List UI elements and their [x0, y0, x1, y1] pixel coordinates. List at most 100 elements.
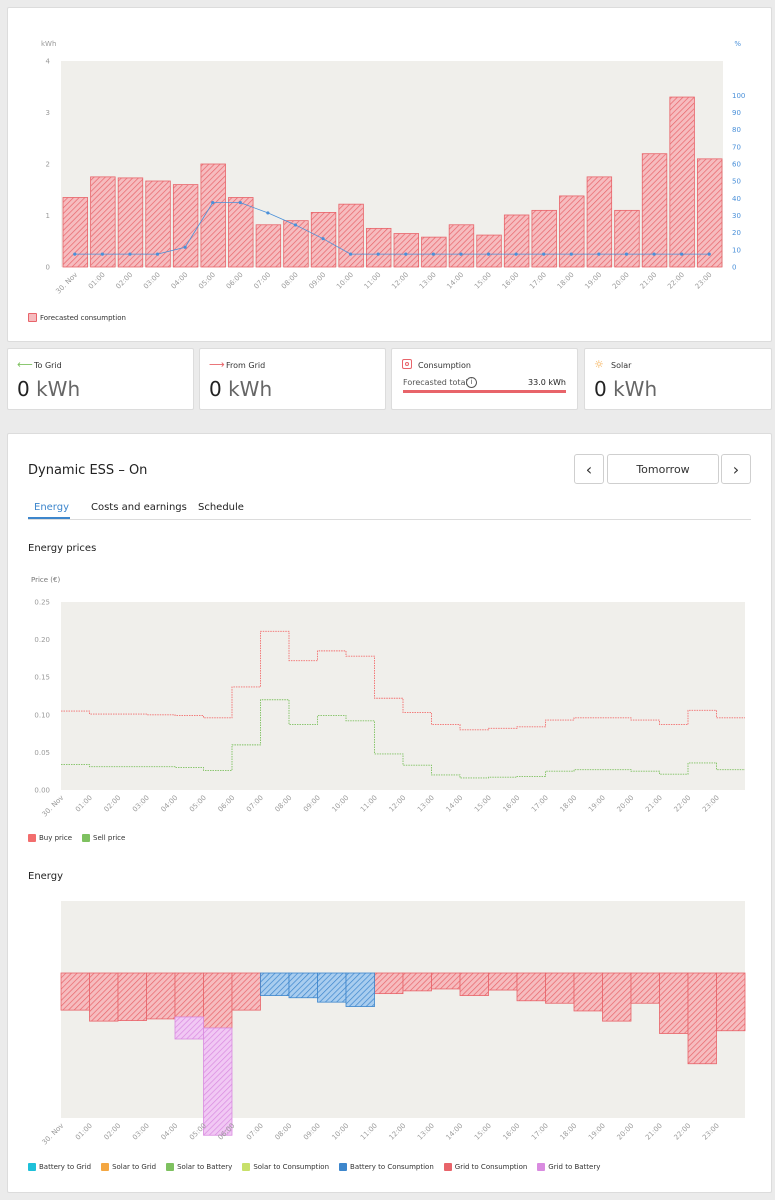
soc-point [486, 252, 491, 256]
grid-to-consumption-bar [459, 972, 489, 996]
soc-point [404, 252, 408, 256]
stat-value: 0 kWh [17, 377, 80, 401]
soc-point [514, 252, 518, 256]
grid-to-consumption-bar [659, 972, 689, 1034]
info-icon[interactable]: i [466, 377, 477, 388]
next-day-button[interactable]: › [721, 454, 751, 484]
legend-grid-to-battery[interactable]: Grid to Battery [537, 1163, 600, 1171]
soc-point [624, 252, 629, 256]
legend-swatch [339, 1163, 348, 1171]
price-tick-label: 0.05 [34, 749, 50, 757]
legend-grid-to-consumption[interactable]: Grid to Consumption [443, 1163, 527, 1171]
tab-label: Energy [34, 502, 70, 513]
legend-battery-to-consumption[interactable]: Battery to Consumption [339, 1163, 434, 1171]
x-tick-label: 13:00 [416, 1122, 436, 1142]
soc-point [293, 223, 298, 227]
legend-forecasted-consumption[interactable]: Forecasted consumption [28, 313, 126, 322]
stat-card-solar: ☼ Solar 0 kWh [584, 348, 772, 410]
consumption-bar [476, 234, 502, 268]
x-tick-label: 18:00 [558, 794, 578, 814]
x-tick-label: 07:00 [245, 794, 265, 814]
soc-point [183, 245, 187, 249]
consumption-bar [393, 233, 419, 268]
soc-point [569, 252, 573, 256]
grid-to-consumption-bar [60, 972, 90, 1011]
consumption-bar [338, 203, 364, 268]
consumption-bar [503, 214, 530, 268]
soc-point [459, 252, 463, 256]
grid-to-consumption-bar [516, 972, 546, 1002]
legend-buy-price[interactable]: Buy price [28, 834, 72, 842]
right-tick-label: 90 [732, 109, 741, 117]
x-tick-label: 19:00 [587, 1122, 607, 1142]
tab-costs-and-earnings[interactable]: Costs and earnings [91, 502, 187, 513]
tab-schedule[interactable]: Schedule [198, 502, 244, 513]
x-tick-label: 02:00 [114, 271, 134, 291]
legend-swatch [28, 834, 36, 842]
left-tick-label: 4 [46, 58, 51, 66]
grid-to-consumption-bar [203, 972, 233, 1029]
x-tick-label: 06:00 [225, 271, 245, 291]
x-tick-label: 06:00 [216, 794, 236, 814]
grid-to-consumption-bar [117, 972, 147, 1021]
energy-legend: Battery to Grid Solar to Grid Solar to B… [28, 1163, 600, 1171]
consumption-bar [586, 176, 613, 268]
x-tick-label: 22:00 [666, 271, 686, 291]
prev-day-button[interactable]: ‹ [574, 454, 604, 484]
x-tick-label: 14:00 [444, 1122, 464, 1142]
consumption-bar [531, 209, 557, 268]
soc-point [431, 252, 435, 256]
consumption-bar [614, 209, 640, 268]
dynamic-ess-card: Dynamic ESS – On ‹ Tomorrow › Energy Cos… [7, 433, 772, 1193]
prices-legend: Buy price Sell price [28, 834, 125, 842]
x-tick-label: 23:00 [694, 271, 714, 291]
x-tick-label: 09:00 [302, 1122, 322, 1142]
forecast-value: 33.0 kWh [528, 378, 566, 387]
value-unit: kWh [613, 377, 658, 401]
x-tick-label: 30. Nov [41, 1122, 66, 1147]
consumption-bar [62, 197, 88, 268]
stat-label: From Grid [226, 361, 266, 370]
grid-to-consumption-bar [89, 972, 119, 1022]
legend-solar-to-consumption[interactable]: Solar to Consumption [242, 1163, 329, 1171]
x-tick-label: 22:00 [672, 794, 692, 814]
stat-card-consumption: Consumption Forecasted total i 33.0 kWh [391, 348, 578, 410]
legend-solar-to-grid[interactable]: Solar to Grid [101, 1163, 156, 1171]
x-tick-label: 12:00 [390, 271, 410, 291]
active-tab-indicator [28, 517, 70, 519]
x-tick-label: 20:00 [611, 271, 631, 291]
grid-to-consumption-bar [545, 972, 575, 1004]
battery-to-consumption-bar [260, 972, 290, 996]
sun-icon: ☼ [594, 358, 604, 371]
x-tick-label: 09:00 [302, 794, 322, 814]
soc-point [100, 252, 104, 256]
legend-swatch [537, 1163, 546, 1171]
consumption-bar [421, 236, 447, 268]
legend-swatch [443, 1163, 452, 1171]
legend-solar-to-battery[interactable]: Solar to Battery [166, 1163, 232, 1171]
right-tick-label: 30 [732, 212, 741, 220]
energy-chart: 30. Nov 01:00 02:00 03:00 04:00 05:00 06:00 07:… [41, 901, 746, 1147]
x-tick-label: 21:00 [644, 794, 664, 814]
x-tick-label: 19:00 [583, 271, 603, 291]
consumption-bar [228, 197, 254, 268]
legend-sell-price[interactable]: Sell price [82, 834, 125, 842]
grid-to-consumption-bar [431, 972, 461, 990]
legend-label: Solar to Consumption [253, 1163, 330, 1171]
tab-energy[interactable]: Energy [34, 502, 69, 513]
consumption-bar [117, 177, 144, 268]
x-tick-label: 13:00 [416, 794, 436, 814]
legend-swatch [28, 1163, 36, 1171]
x-tick-label: 04:00 [159, 1122, 179, 1142]
legend-battery-to-grid[interactable]: Battery to Grid [28, 1163, 91, 1171]
tab-label: Schedule [198, 502, 244, 513]
soc-point [680, 252, 684, 256]
soc-point [128, 252, 132, 256]
day-selector[interactable]: Tomorrow [607, 454, 719, 484]
legend-label: Sell price [93, 834, 126, 842]
right-tick-label: 20 [732, 229, 741, 237]
x-tick-label: 15:00 [473, 794, 493, 814]
grid-to-consumption-bar [573, 972, 603, 1012]
x-tick-label: 08:00 [273, 794, 293, 814]
left-tick-label: 2 [46, 161, 50, 169]
